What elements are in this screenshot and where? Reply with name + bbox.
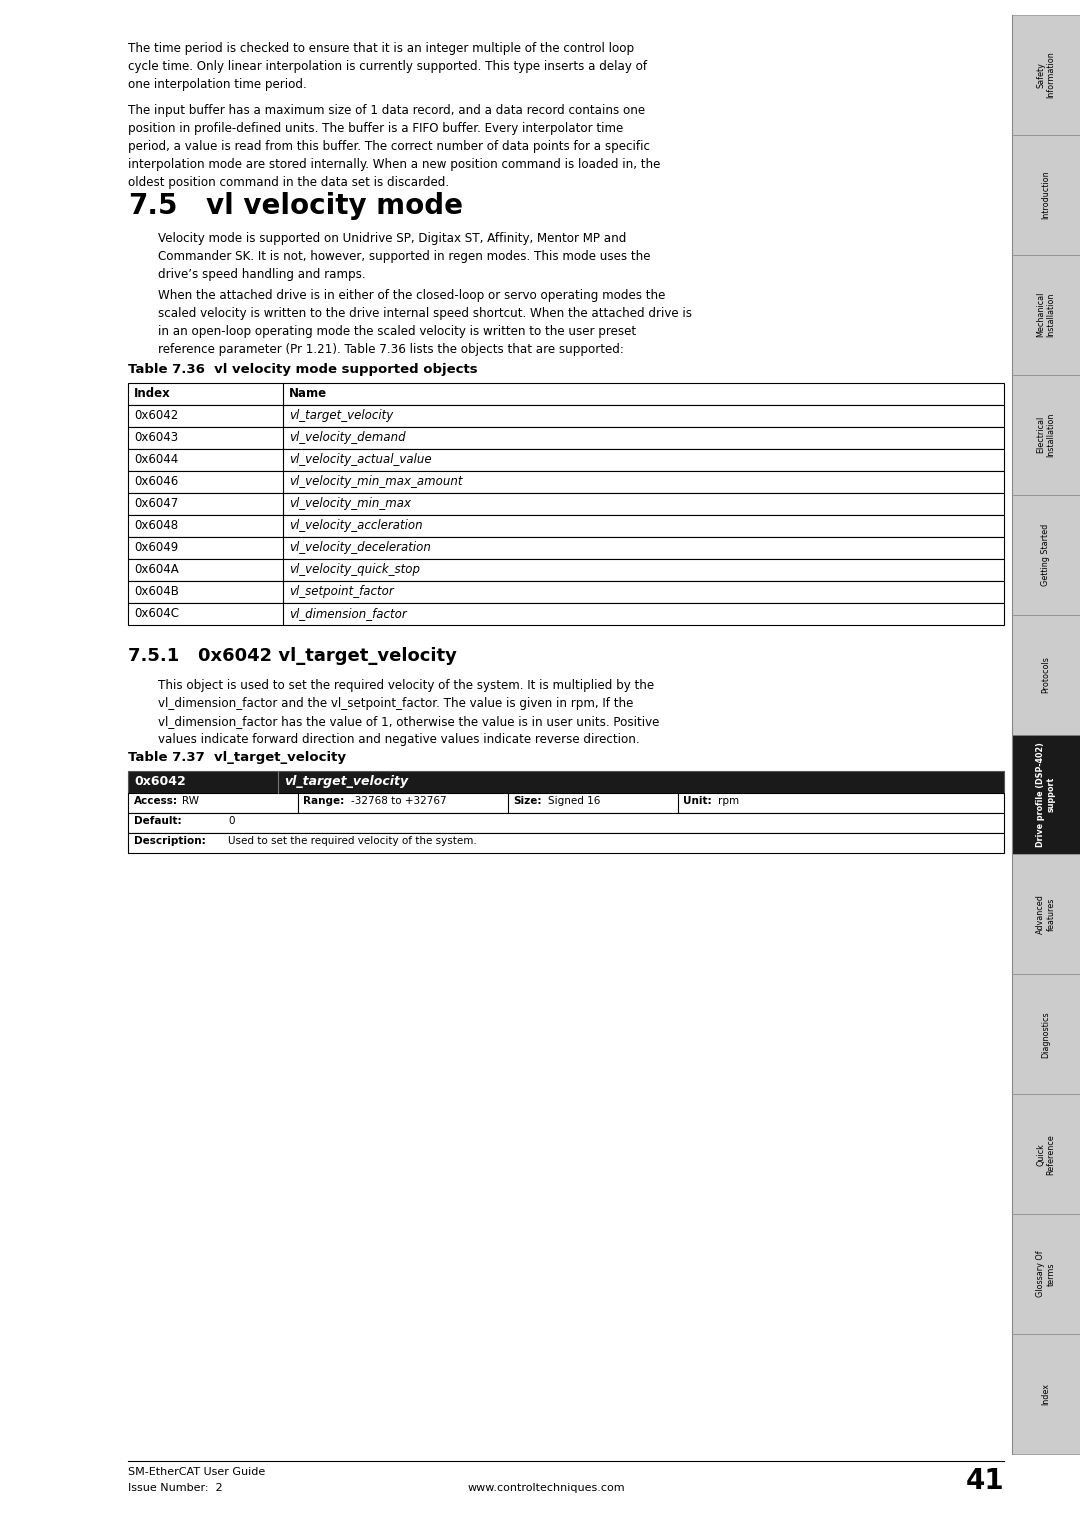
Text: -32768 to +32767: -32768 to +32767 [351,797,447,806]
Text: 0x604A: 0x604A [134,563,179,576]
Text: vl_target_velocity: vl_target_velocity [289,408,393,422]
Bar [129,602,1004,625]
Text: The input buffer has a maximum size of 1 data record, and a data record contains: The input buffer has a maximum size of 1… [129,104,660,190]
Text: vl_velocity_min_max: vl_velocity_min_max [289,497,411,511]
Text: 41: 41 [966,1466,1004,1495]
Bar [1012,1214,1080,1335]
Text: vl_setpoint_factor: vl_setpoint_factor [289,586,394,598]
Bar [129,382,1004,405]
Text: 0x6042: 0x6042 [134,408,178,422]
Text: Signed 16: Signed 16 [548,797,600,806]
Text: 7.5.1   0x6042 vl_target_velocity: 7.5.1 0x6042 vl_target_velocity [129,647,457,665]
Text: Safety
Information: Safety Information [1037,52,1056,98]
Text: Used to set the required velocity of the system.: Used to set the required velocity of the… [228,836,476,846]
Text: vl_velocity_min_max_amount: vl_velocity_min_max_amount [289,476,462,488]
Bar [1012,375,1080,495]
Text: Table 7.37  vl_target_velocity: Table 7.37 vl_target_velocity [129,751,346,764]
Text: vl_velocity_quick_stop: vl_velocity_quick_stop [289,563,420,576]
Bar [1012,1095,1080,1214]
Text: Index: Index [1041,1384,1051,1405]
Bar [129,537,1004,560]
Bar [1012,974,1080,1095]
Bar [1012,734,1080,855]
Text: Access:: Access: [134,797,178,806]
Text: 0x6049: 0x6049 [134,541,178,553]
Text: vl velocity mode: vl velocity mode [206,193,463,220]
Text: vl_dimension_factor: vl_dimension_factor [289,607,407,619]
Text: vl_velocity_demand: vl_velocity_demand [289,431,406,443]
Text: Quick
Reference: Quick Reference [1037,1135,1056,1174]
Text: 7.5: 7.5 [129,193,177,220]
Bar [129,581,1004,602]
Bar [129,813,1004,833]
Text: Getting Started: Getting Started [1041,523,1051,586]
Text: 0x6042: 0x6042 [134,775,186,787]
Bar [129,427,1004,450]
Text: 0x6047: 0x6047 [134,497,178,511]
Text: Electrical
Installation: Electrical Installation [1037,413,1056,457]
Bar [129,405,1004,427]
Text: Drive profile (DSP-402)
support: Drive profile (DSP-402) support [1037,742,1056,847]
Text: vl_velocity_deceleration: vl_velocity_deceleration [289,541,431,553]
Text: 0x6046: 0x6046 [134,476,178,488]
Bar [1012,135,1080,255]
Bar [129,492,1004,515]
Text: vl_target_velocity: vl_target_velocity [284,775,408,787]
Bar [129,794,1004,813]
Bar [129,471,1004,492]
Text: vl_velocity_actual_value: vl_velocity_actual_value [289,453,432,466]
Text: RW: RW [183,797,199,806]
Text: 0x6044: 0x6044 [134,453,178,466]
Text: Mechanical
Installation: Mechanical Installation [1037,292,1056,338]
Text: Diagnostics: Diagnostics [1041,1011,1051,1058]
Text: Size:: Size: [513,797,541,806]
Text: 0: 0 [228,816,234,826]
Text: Velocity mode is supported on Unidrive SP, Digitax ST, Affinity, Mentor MP and
C: Velocity mode is supported on Unidrive S… [158,232,650,281]
Text: Range:: Range: [303,797,345,806]
Bar [129,515,1004,537]
Text: rpm: rpm [718,797,739,806]
Text: When the attached drive is in either of the closed-loop or servo operating modes: When the attached drive is in either of … [158,289,692,356]
Bar [1012,615,1080,734]
Bar [1012,855,1080,974]
Text: Glossary Of
terms: Glossary Of terms [1037,1251,1056,1298]
Text: Default:: Default: [134,816,181,826]
Text: 0x6043: 0x6043 [134,431,178,443]
Bar [129,833,1004,853]
Text: The time period is checked to ensure that it is an integer multiple of the contr: The time period is checked to ensure tha… [129,41,647,92]
Text: 0x6048: 0x6048 [134,518,178,532]
Text: www.controltechniques.com: www.controltechniques.com [468,1483,625,1492]
Bar [1012,15,1080,135]
Text: Table 7.36  vl velocity mode supported objects: Table 7.36 vl velocity mode supported ob… [129,362,477,376]
Bar [1012,1335,1080,1454]
Text: Name: Name [289,387,327,401]
Bar [129,450,1004,471]
Text: Index: Index [134,387,171,401]
Bar [1012,495,1080,615]
Bar [129,771,1004,794]
Text: 0x604B: 0x604B [134,586,179,598]
Text: This object is used to set the required velocity of the system. It is multiplied: This object is used to set the required … [158,679,660,746]
Text: Advanced
features: Advanced features [1037,894,1056,934]
Text: Unit:: Unit: [683,797,712,806]
Text: vl_velocity_accleration: vl_velocity_accleration [289,518,422,532]
Text: Description:: Description: [134,836,206,846]
Text: Introduction: Introduction [1041,171,1051,219]
Bar [1012,255,1080,375]
Bar [129,560,1004,581]
Text: Issue Number:  2: Issue Number: 2 [129,1483,222,1492]
Text: Protocols: Protocols [1041,656,1051,693]
Text: 0x604C: 0x604C [134,607,179,619]
Text: SM-EtherCAT User Guide: SM-EtherCAT User Guide [129,1466,266,1477]
